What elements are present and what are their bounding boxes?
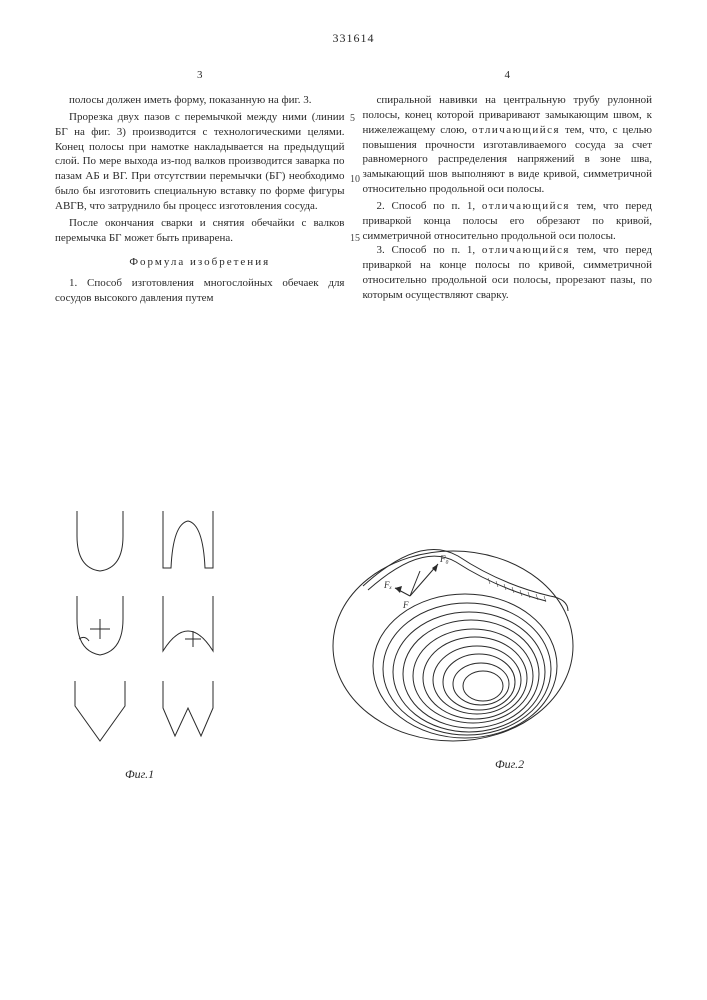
shape-shield-cross-icon xyxy=(65,591,135,661)
claim-3: 3. Способ по п. 1, отличающийся тем, что… xyxy=(363,243,653,302)
force-f-label: F xyxy=(402,600,409,610)
distinguishing: отличающийся xyxy=(472,124,560,136)
right-column: 4 спиральной навивки на центральную труб… xyxy=(363,68,653,306)
formula-title: Формула изобретения xyxy=(55,255,345,270)
shape-pointed-v-icon xyxy=(65,676,135,746)
figure-1-shapes xyxy=(65,506,223,751)
paragraph: полосы должен иметь форму, показанную на… xyxy=(55,93,345,108)
figure-2-spiral: F₀ Fₓ F xyxy=(300,516,610,781)
shape-inverted-arch-icon xyxy=(153,506,223,576)
shape-arch-cross-icon xyxy=(153,591,223,661)
line-marker-10: 10 xyxy=(350,173,360,187)
text: 2. Способ по п. 1, xyxy=(377,200,482,212)
figures-area: Фиг.1 xyxy=(55,506,652,826)
force-fx-label: Fₓ xyxy=(383,580,392,590)
distinguishing: отличающийся xyxy=(482,244,570,256)
shape-ushape-icon xyxy=(65,506,135,576)
figure-2-label: Фиг.2 xyxy=(495,756,524,772)
claim-1-cont: спиральной навивки на центральную трубу … xyxy=(363,93,653,197)
paragraph: Прорезка двух пазов с перемычкой между н… xyxy=(55,110,345,214)
figure-1-label: Фиг.1 xyxy=(125,766,154,782)
line-marker-15: 15 xyxy=(350,232,360,246)
force-f0-label: F₀ xyxy=(439,554,449,564)
page-number-right: 4 xyxy=(363,68,653,83)
text-columns: 3 полосы должен иметь форму, показанную … xyxy=(55,68,652,306)
claim-1-start: 1. Способ изготовления многослойных обеч… xyxy=(55,276,345,306)
patent-number: 331614 xyxy=(55,30,652,46)
line-marker-5: 5 xyxy=(350,112,355,126)
distinguishing: отличающийся xyxy=(482,200,570,212)
paragraph: После окончания сварки и снятия обечайки… xyxy=(55,216,345,246)
shape-w-notch-icon xyxy=(153,676,223,746)
left-column: 3 полосы должен иметь форму, показанную … xyxy=(55,68,345,306)
page-number-left: 3 xyxy=(55,68,345,83)
text: 3. Способ по п. 1, xyxy=(377,244,482,256)
claim-2: 2. Способ по п. 1, отличающийся тем, что… xyxy=(363,199,653,244)
